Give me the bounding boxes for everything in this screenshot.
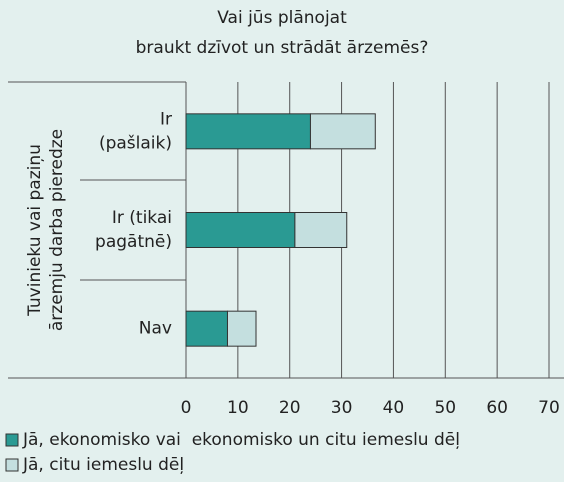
bar-segment — [185, 212, 296, 248]
legend-swatch — [5, 433, 19, 447]
x-tick-label: 30 — [331, 398, 353, 418]
chart-title: braukt dzīvot un strādāt ārzemēs? — [136, 38, 429, 58]
bar-segment — [294, 212, 348, 248]
bar-segment — [185, 113, 311, 150]
y-tick-label: (pašlaik) — [99, 133, 172, 153]
bar-segment — [309, 113, 376, 150]
x-tick-label: 60 — [486, 398, 508, 418]
legend-swatch — [5, 458, 19, 472]
y-axis-label-line: ārzemju darba pieredze — [47, 129, 67, 331]
y-axis-label-line: Tuvinieku vai paziņu — [25, 144, 45, 317]
bar-segment — [226, 310, 257, 347]
x-tick-label: 70 — [538, 398, 560, 418]
legend-label: Jā, citu iemeslu dēļ — [22, 455, 184, 475]
bar-segment — [185, 310, 228, 347]
x-tick-label: 50 — [434, 398, 456, 418]
x-tick-label: 40 — [383, 398, 405, 418]
y-axis-label: Tuvinieku vai paziņu ārzemju darba piere… — [25, 129, 67, 331]
legend-label: Jā, ekonomisko vai ekonomisko un citu ie… — [22, 430, 460, 450]
x-tick-label: 10 — [227, 398, 249, 418]
chart-title: Vai jūs plānojat — [217, 8, 347, 28]
y-tick-label: Ir (tikai — [112, 208, 172, 228]
y-tick-label: pagātnē) — [95, 232, 172, 252]
y-tick-label: Ir — [160, 109, 172, 129]
x-tick-label: 0 — [181, 398, 192, 418]
y-tick-label: Nav — [139, 319, 172, 339]
x-tick-label: 20 — [279, 398, 301, 418]
